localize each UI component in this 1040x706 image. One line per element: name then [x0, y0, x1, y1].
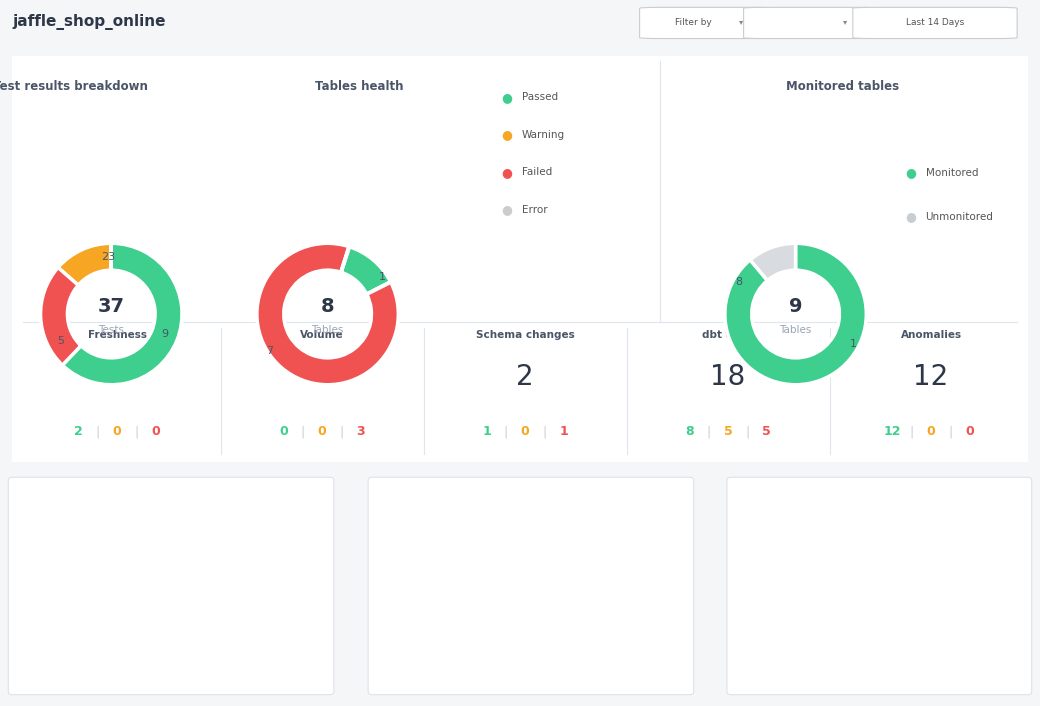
Text: ●: ●	[905, 210, 915, 223]
Text: Tests: Tests	[98, 325, 125, 335]
Text: Number: Number	[764, 517, 799, 527]
Text: Tables health: Tables health	[314, 80, 404, 92]
Text: 9: 9	[789, 297, 802, 316]
Text: |: |	[301, 426, 305, 438]
Text: |: |	[948, 426, 953, 438]
Text: |: |	[706, 426, 711, 438]
Text: 8: 8	[685, 426, 694, 438]
Text: |: |	[339, 426, 343, 438]
FancyBboxPatch shape	[640, 7, 773, 39]
Text: Filter by: Filter by	[675, 18, 712, 27]
Text: jaffle_shop_online: jaffle_shop_online	[12, 14, 166, 30]
Text: 2: 2	[74, 426, 83, 438]
Text: Warning: Warning	[522, 130, 565, 140]
Wedge shape	[341, 247, 391, 294]
Text: ●: ●	[501, 91, 512, 104]
Text: 0: 0	[279, 426, 288, 438]
Text: 5: 5	[724, 426, 732, 438]
Wedge shape	[341, 246, 349, 273]
Text: 0: 0	[317, 426, 327, 438]
Text: 18: 18	[710, 363, 746, 391]
Text: ●: ●	[501, 128, 512, 141]
Text: 0: 0	[151, 426, 160, 438]
Text: Test warnings: Test warnings	[743, 510, 818, 520]
Text: 1: 1	[560, 426, 568, 438]
Text: |: |	[746, 426, 750, 438]
Text: Failed: Failed	[522, 167, 552, 177]
Text: 2: 2	[516, 363, 534, 391]
Text: Unmonitored: Unmonitored	[926, 212, 993, 222]
Text: 8: 8	[320, 297, 335, 316]
Text: Number: Number	[410, 517, 444, 527]
Text: Test failures: Test failures	[385, 510, 451, 520]
Text: Passed: Passed	[522, 92, 558, 102]
Text: Unique tests executions: Unique tests executions	[25, 510, 159, 520]
FancyBboxPatch shape	[7, 54, 1033, 465]
Text: 9: 9	[161, 329, 167, 339]
Text: 12: 12	[913, 363, 948, 391]
Text: 37: 37	[98, 297, 125, 316]
Text: Test results breakdown: Test results breakdown	[0, 80, 148, 92]
FancyBboxPatch shape	[853, 7, 1017, 39]
Text: 1: 1	[380, 273, 386, 282]
Text: ●: ●	[905, 167, 915, 179]
Text: Freshness: Freshness	[87, 330, 147, 340]
Wedge shape	[725, 244, 866, 385]
Text: Anomalies: Anomalies	[901, 330, 962, 340]
Text: ●: ●	[501, 166, 512, 179]
Text: 1: 1	[850, 339, 857, 349]
Text: |: |	[503, 426, 508, 438]
Text: Monitored tables: Monitored tables	[786, 80, 899, 92]
Text: ●: ●	[501, 203, 512, 216]
Text: ▾: ▾	[843, 18, 848, 27]
Wedge shape	[367, 282, 391, 294]
Text: 0: 0	[927, 426, 935, 438]
Text: Schema changes: Schema changes	[475, 330, 574, 340]
Text: 1: 1	[483, 426, 491, 438]
Text: 23: 23	[101, 253, 114, 263]
Text: dbt tests: dbt tests	[702, 330, 755, 340]
Text: 0: 0	[112, 426, 122, 438]
Text: 5: 5	[57, 336, 63, 346]
FancyBboxPatch shape	[744, 7, 877, 39]
Text: 3: 3	[313, 363, 331, 391]
Text: 12: 12	[884, 426, 902, 438]
Text: Tables: Tables	[779, 325, 812, 335]
Wedge shape	[58, 244, 111, 285]
Text: 5: 5	[762, 426, 771, 438]
Text: Monitored: Monitored	[926, 168, 978, 178]
Text: 0: 0	[965, 426, 974, 438]
Text: |: |	[134, 426, 138, 438]
Text: Number: Number	[50, 517, 84, 527]
Wedge shape	[62, 244, 182, 385]
Text: |: |	[542, 426, 546, 438]
Text: Error: Error	[522, 205, 548, 215]
Wedge shape	[41, 268, 81, 365]
Text: 2: 2	[108, 363, 126, 391]
Text: 0: 0	[521, 426, 529, 438]
Text: Tables: Tables	[311, 325, 344, 335]
Wedge shape	[257, 244, 398, 385]
Text: Last 14 Days: Last 14 Days	[906, 18, 964, 27]
Text: Volume: Volume	[301, 330, 344, 340]
Text: |: |	[910, 426, 914, 438]
Text: 7: 7	[266, 346, 274, 356]
Text: |: |	[96, 426, 100, 438]
Text: ▾: ▾	[739, 18, 744, 27]
Wedge shape	[750, 244, 796, 280]
Text: 3: 3	[357, 426, 365, 438]
Text: 8: 8	[735, 277, 743, 287]
